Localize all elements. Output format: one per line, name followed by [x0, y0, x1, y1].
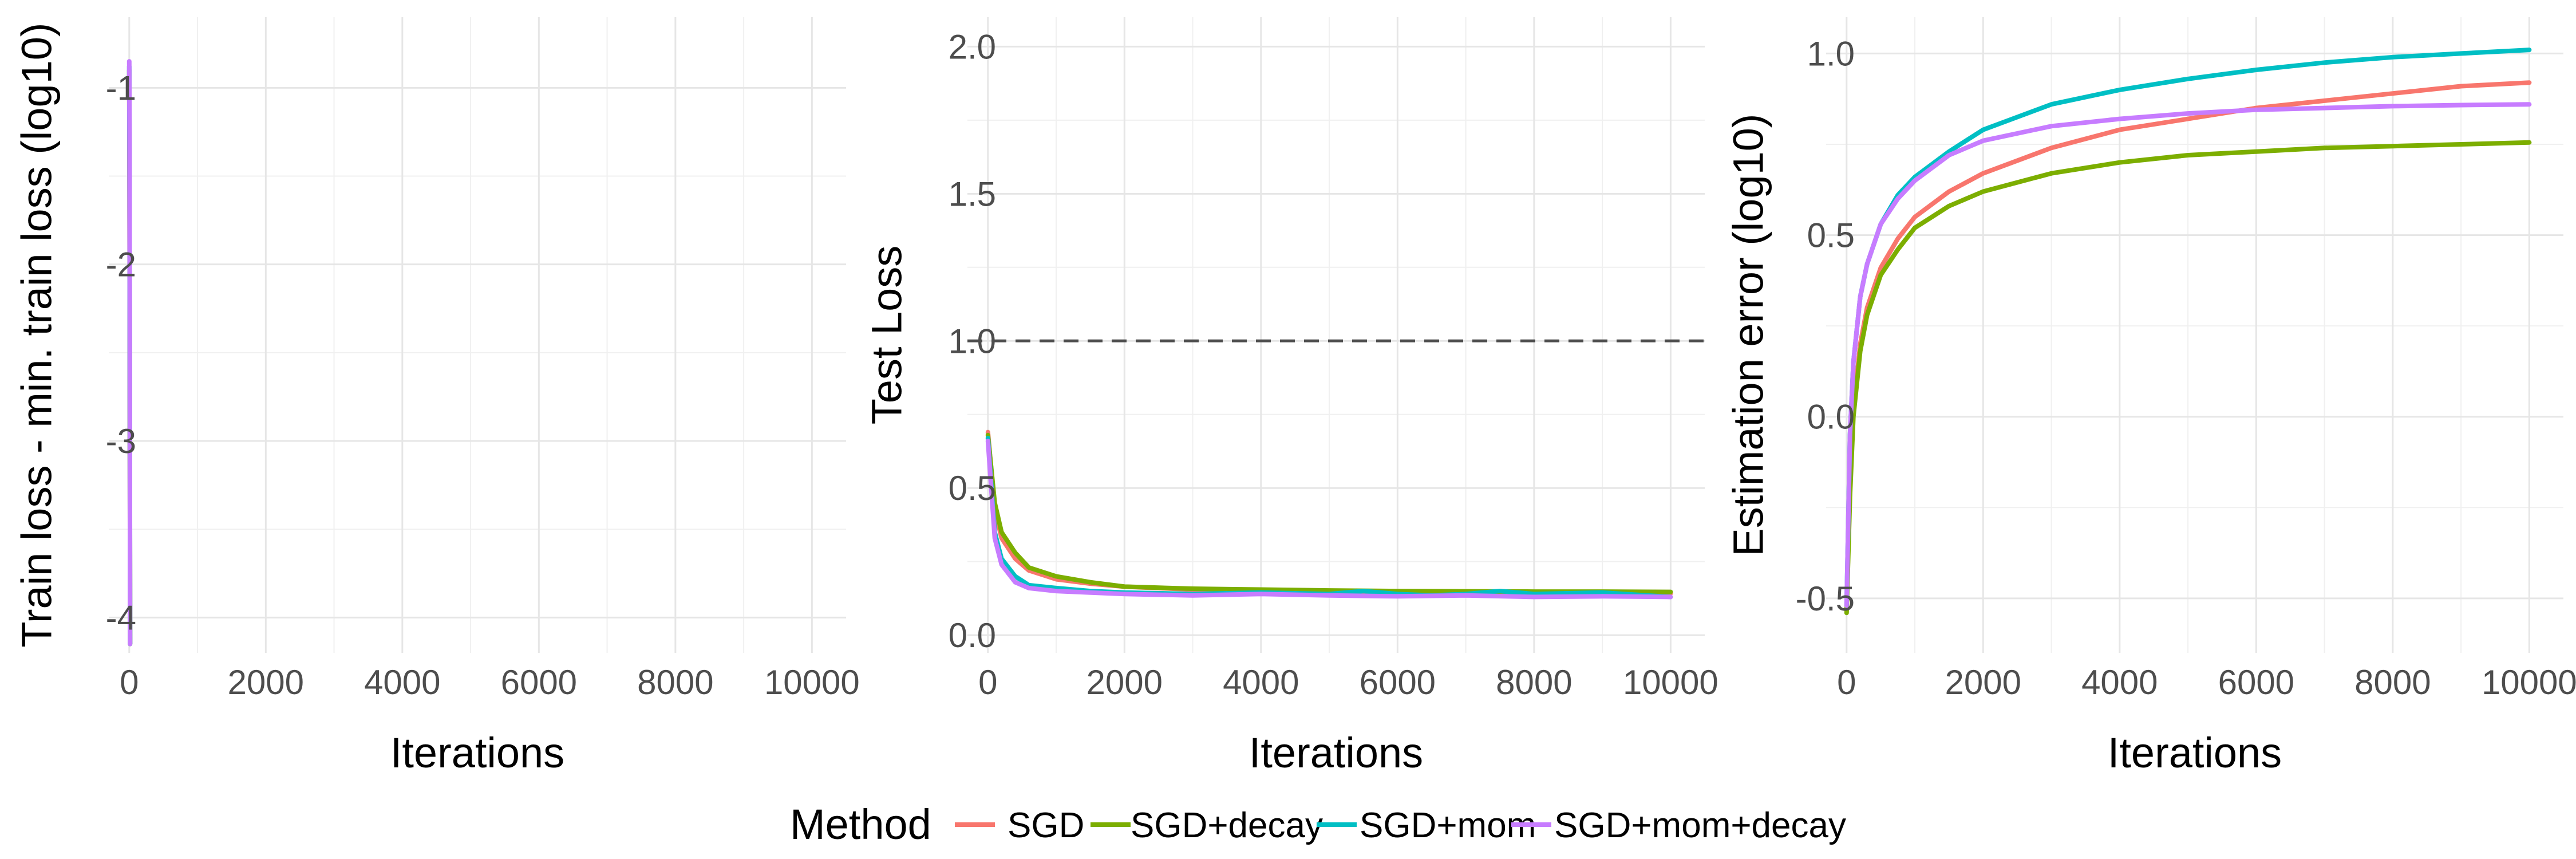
- y-tick-label: -2: [106, 246, 136, 284]
- y-axis-title: Train loss - min. train loss (log10): [13, 22, 61, 647]
- legend-item-sgd-decay: SGD+decay: [1091, 806, 1323, 845]
- series-line-sgd-decay: [1844, 140, 2532, 616]
- x-tick-label: 0: [1837, 663, 1856, 702]
- y-tick-label: 0.5: [1807, 216, 1855, 255]
- legend-label-sgd: SGD: [1008, 806, 1084, 845]
- y-tick-label: -4: [106, 598, 136, 637]
- x-tick-label: 6000: [501, 663, 577, 702]
- x-tick-label: 2000: [1945, 663, 2021, 702]
- panel-3: 0 2000 4000 6000 8000 10000 -0.5 0.0 0.5 1.0 Itera…: [1725, 17, 2576, 777]
- x-tick-label: 0: [120, 663, 139, 702]
- legend-item-sgd: SGD: [955, 806, 1084, 845]
- y-tick-label: 0.0: [1807, 398, 1855, 436]
- legend-item-sgd-mom: SGD+mom: [1317, 806, 1536, 845]
- y-axis-title: Estimation error (log10): [1725, 113, 1772, 556]
- y-tick-label: 2.0: [949, 27, 996, 66]
- x-tick-label: 6000: [1360, 663, 1436, 702]
- x-tick-label: 10000: [764, 663, 860, 702]
- y-tick-label: 0.5: [949, 469, 996, 507]
- x-tick-label: 4000: [364, 663, 440, 702]
- x-tick-label: 6000: [2218, 663, 2294, 702]
- legend-item-sgd-mom-decay: SGD+mom+decay: [1511, 806, 1846, 845]
- y-tick-label: -1: [106, 69, 136, 107]
- x-tick-label: 8000: [1496, 663, 1572, 702]
- x-tick-label: 8000: [637, 663, 713, 702]
- x-tick-label: 4000: [1223, 663, 1299, 702]
- y-tick-label: 1.0: [949, 322, 996, 360]
- legend-label-sgd-decay: SGD+decay: [1131, 806, 1323, 845]
- x-axis-title: Iterations: [2108, 729, 2282, 777]
- y-axis-title: Test Loss: [863, 246, 911, 425]
- series-line-sgd-mom-decay: [127, 59, 133, 647]
- series-line-sgd-mom-decay: [1844, 102, 2532, 608]
- y-tick-label: -0.5: [1796, 580, 1855, 618]
- x-tick-label: 2000: [1086, 663, 1163, 702]
- x-tick-label: 8000: [2354, 663, 2431, 702]
- x-tick-label: 0: [978, 663, 997, 702]
- legend-label-sgd-mom-decay: SGD+mom+decay: [1554, 806, 1846, 845]
- x-tick-label: 10000: [2482, 663, 2576, 702]
- panel-2: 0 2000 4000 6000 8000 10000 0.0 0.5 1.0 1.5 2.0 Ite…: [863, 17, 1718, 777]
- x-tick-label: 4000: [2081, 663, 2158, 702]
- panel-1: 0 2000 4000 6000 8000 10000 -1 -2 -3 -4 Iterations…: [13, 17, 860, 777]
- series-line-sgd-mom-decay: [985, 439, 1673, 600]
- y-tick-label: -3: [106, 422, 136, 460]
- y-tick-label: 1.5: [949, 175, 996, 213]
- x-axis-title: Iterations: [1249, 729, 1423, 777]
- legend-label-sgd-mom: SGD+mom: [1360, 806, 1536, 845]
- legend: Method SGD SGD+decay SGD+mom SGD+mom+dec…: [790, 801, 1846, 848]
- x-axis-title: Iterations: [390, 729, 564, 777]
- x-tick-label: 10000: [1623, 663, 1718, 702]
- y-tick-label: 1.0: [1807, 34, 1855, 73]
- x-tick-label: 2000: [228, 663, 304, 702]
- y-tick-label: 0.0: [949, 616, 996, 655]
- legend-title: Method: [790, 801, 931, 848]
